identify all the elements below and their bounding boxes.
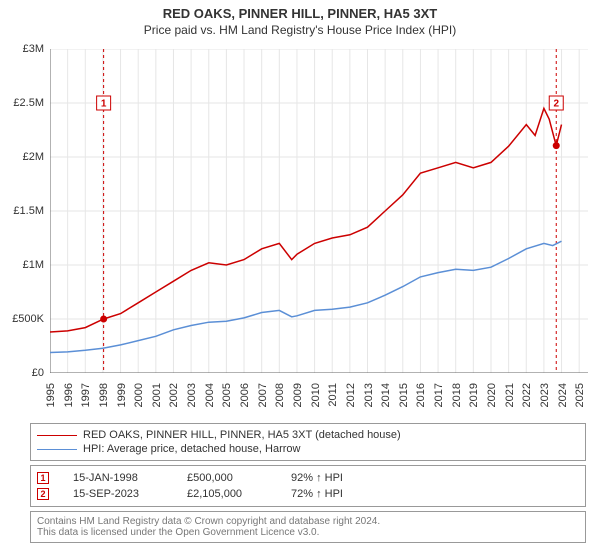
y-axis-label: £1M xyxy=(23,259,44,271)
y-axis-label: £500K xyxy=(12,313,44,325)
transaction-row: 2 15-SEP-2023 £2,105,000 72% ↑ HPI xyxy=(37,486,579,502)
transaction-hpi: 92% ↑ HPI xyxy=(291,472,371,484)
legend-item: HPI: Average price, detached house, Harr… xyxy=(37,442,579,456)
legend: RED OAKS, PINNER HILL, PINNER, HA5 3XT (… xyxy=(30,423,586,461)
x-axis-label: 2013 xyxy=(363,383,375,407)
chart-container: RED OAKS, PINNER HILL, PINNER, HA5 3XT P… xyxy=(0,0,600,560)
legend-label: RED OAKS, PINNER HILL, PINNER, HA5 3XT (… xyxy=(83,429,401,441)
attribution-footer: Contains HM Land Registry data © Crown c… xyxy=(30,511,586,543)
x-axis-label: 2007 xyxy=(257,383,269,407)
x-axis-label: 2015 xyxy=(398,383,410,407)
x-axis-label: 1996 xyxy=(63,383,75,407)
x-axis-label: 2019 xyxy=(468,383,480,407)
x-axis-label: 2021 xyxy=(504,383,516,407)
x-axis-label: 2003 xyxy=(186,383,198,407)
transaction-date: 15-JAN-1998 xyxy=(73,472,163,484)
transaction-hpi: 72% ↑ HPI xyxy=(291,488,371,500)
x-axis-label: 2005 xyxy=(221,383,233,407)
x-axis-label: 2025 xyxy=(574,383,586,407)
x-axis-label: 2018 xyxy=(451,383,463,407)
transaction-price: £2,105,000 xyxy=(187,488,267,500)
x-axis-label: 2002 xyxy=(168,383,180,407)
x-axis-label: 2006 xyxy=(239,383,251,407)
y-axis-label: £1.5M xyxy=(13,205,44,217)
chart-svg: 12 xyxy=(50,49,588,373)
transaction-date: 15-SEP-2023 xyxy=(73,488,163,500)
chart-title: RED OAKS, PINNER HILL, PINNER, HA5 3XT xyxy=(0,0,600,21)
transaction-row: 1 15-JAN-1998 £500,000 92% ↑ HPI xyxy=(37,470,579,486)
transaction-marker: 1 xyxy=(37,472,49,484)
footer-line-1: Contains HM Land Registry data © Crown c… xyxy=(37,516,579,527)
transactions-table: 1 15-JAN-1998 £500,000 92% ↑ HPI 2 15-SEP-202… xyxy=(30,465,586,507)
y-axis-label: £2M xyxy=(23,151,44,163)
x-axis-label: 2000 xyxy=(133,383,145,407)
x-axis-label: 2010 xyxy=(310,383,322,407)
x-axis-label: 1995 xyxy=(45,383,57,407)
x-axis-label: 2023 xyxy=(539,383,551,407)
x-axis-label: 2017 xyxy=(433,383,445,407)
y-axis-label: £2.5M xyxy=(13,97,44,109)
legend-item: RED OAKS, PINNER HILL, PINNER, HA5 3XT (… xyxy=(37,428,579,442)
transaction-marker: 2 xyxy=(37,488,49,500)
y-axis-label: £0 xyxy=(32,367,44,379)
transaction-price: £500,000 xyxy=(187,472,267,484)
svg-text:2: 2 xyxy=(553,99,559,110)
x-axis-label: 2004 xyxy=(204,383,216,407)
legend-label: HPI: Average price, detached house, Harr… xyxy=(83,443,300,455)
x-axis-label: 2016 xyxy=(415,383,427,407)
y-axis-label: £3M xyxy=(23,43,44,55)
legend-swatch xyxy=(37,435,77,436)
footer-line-2: This data is licensed under the Open Gov… xyxy=(37,527,579,538)
svg-text:1: 1 xyxy=(101,99,107,110)
x-axis-label: 2024 xyxy=(557,383,569,407)
x-axis-label: 2009 xyxy=(292,383,304,407)
x-axis-label: 2022 xyxy=(521,383,533,407)
x-axis-label: 1999 xyxy=(116,383,128,407)
chart-area: 12 £0£500K£1M£1.5M£2M£2.5M£3M 1995199619… xyxy=(0,41,600,379)
x-axis-label: 1997 xyxy=(80,383,92,407)
chart-subtitle: Price paid vs. HM Land Registry's House … xyxy=(0,21,600,41)
x-axis-label: 2008 xyxy=(274,383,286,407)
x-axis-label: 2012 xyxy=(345,383,357,407)
x-axis-label: 2001 xyxy=(151,383,163,407)
legend-swatch xyxy=(37,449,77,450)
x-axis-label: 2014 xyxy=(380,383,392,407)
x-axis-label: 1998 xyxy=(98,383,110,407)
x-axis-label: 2011 xyxy=(327,383,339,407)
x-axis-label: 2020 xyxy=(486,383,498,407)
